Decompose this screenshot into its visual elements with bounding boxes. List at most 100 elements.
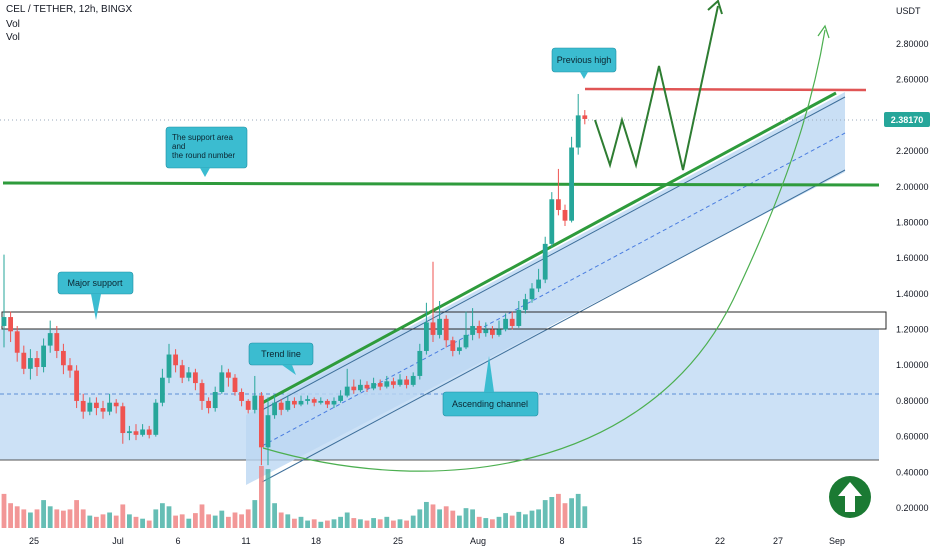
candle [476, 320, 482, 339]
candle-body [562, 209, 568, 221]
volume-bar [199, 504, 205, 528]
candle [74, 365, 79, 409]
callout-ascending-channel-text: Ascending channel [452, 399, 528, 409]
candle [443, 315, 449, 348]
candle-body [292, 400, 297, 405]
price-axis[interactable]: USDT 0.20000 0.40000 0.60000 0.80000 1.00000… [896, 6, 929, 513]
volume-bar [107, 512, 112, 528]
callout-support-area-line1: The support area [172, 133, 233, 142]
volume-bar [364, 520, 370, 528]
candle [94, 397, 99, 416]
drawings-layer [0, 0, 887, 485]
volume-bar [173, 515, 178, 528]
candle-body [140, 429, 145, 435]
callout-ascending-channel[interactable]: Ascending channel [442, 356, 539, 417]
volume-bar [153, 509, 159, 528]
candle-body [575, 115, 581, 148]
candle [28, 349, 33, 380]
volume-bar [1, 493, 7, 528]
candle [556, 168, 561, 216]
support-round-number-line[interactable] [2, 181, 880, 187]
candle-body [193, 372, 198, 384]
callout-trend-line-text: Trend line [261, 349, 301, 359]
candle-body [424, 322, 429, 351]
time-tick-label: 25 [393, 536, 403, 546]
volume-indicator-label-2[interactable]: Vol [6, 32, 20, 43]
candle-body [523, 299, 528, 310]
symbol-header[interactable]: CEL / TETHER, 12h, BINGX [6, 4, 133, 15]
volume-bar [582, 506, 588, 528]
time-tick-label: 25 [29, 536, 39, 546]
candle-body [259, 395, 264, 448]
candle [496, 320, 502, 337]
candle [503, 313, 508, 332]
candle [259, 392, 264, 466]
curve-projection [262, 29, 826, 472]
time-axis[interactable]: 25 Jul 6 11 18 25 Aug 8 15 22 27 Sep [29, 536, 845, 546]
candle [206, 397, 211, 414]
volume-bar [193, 513, 198, 528]
volume-bar [371, 518, 376, 528]
candle [127, 425, 132, 441]
candle [219, 365, 225, 394]
candle [133, 424, 139, 441]
volume-indicator-label-1[interactable]: Vol [6, 19, 20, 30]
candle [166, 343, 172, 384]
candle [470, 308, 475, 341]
volume-bar [34, 509, 40, 528]
volume-bar [239, 514, 244, 528]
volume-series [1, 466, 588, 528]
volume-bar [569, 498, 574, 528]
candle [529, 283, 535, 303]
candle-body [47, 333, 53, 346]
candle-body [569, 147, 574, 221]
callout-major-support[interactable]: Major support [57, 271, 134, 320]
candle [318, 397, 324, 405]
candle-body [305, 399, 310, 401]
candle-body [120, 406, 126, 434]
volume-bar [358, 519, 363, 528]
price-tick-label: 0.60000 [896, 432, 929, 442]
callout-previous-high[interactable]: Previous high [551, 47, 617, 79]
candle [351, 379, 357, 394]
candle-body [430, 322, 436, 335]
volume-bar [410, 515, 416, 528]
candle [173, 349, 178, 373]
candle [410, 372, 416, 387]
candle-body [338, 395, 343, 401]
volume-bar [212, 515, 218, 528]
candle-body [278, 402, 284, 410]
candle-body [450, 340, 456, 351]
candle [305, 395, 310, 405]
candle-body [404, 379, 409, 385]
callout-support-area-line2: and [172, 142, 185, 151]
candle-body [529, 288, 535, 300]
volume-bar [21, 509, 27, 528]
volume-bar [490, 519, 495, 528]
previous-high-line[interactable] [584, 87, 867, 92]
candle-body [54, 333, 60, 351]
volume-bar [331, 519, 337, 528]
candle [80, 393, 86, 419]
candle-body [496, 329, 502, 335]
candle-series [1, 93, 588, 466]
candle-body [219, 372, 225, 393]
candle [430, 261, 436, 343]
volume-bar [443, 506, 449, 528]
volume-bar [556, 493, 561, 528]
volume-bar [338, 516, 343, 528]
callout-support-area[interactable]: The support area and the round number [165, 126, 248, 177]
candle-body [371, 383, 376, 389]
curve-arrowhead [817, 24, 830, 39]
volume-bar [483, 518, 489, 528]
callout-trend-line[interactable]: Trend line [248, 342, 314, 375]
candle-body [160, 377, 165, 403]
trend-line[interactable] [261, 91, 837, 405]
candle-body [311, 399, 317, 403]
volume-bar [14, 506, 20, 528]
candle-body [470, 325, 475, 335]
price-tick-label: 2.00000 [896, 182, 929, 192]
